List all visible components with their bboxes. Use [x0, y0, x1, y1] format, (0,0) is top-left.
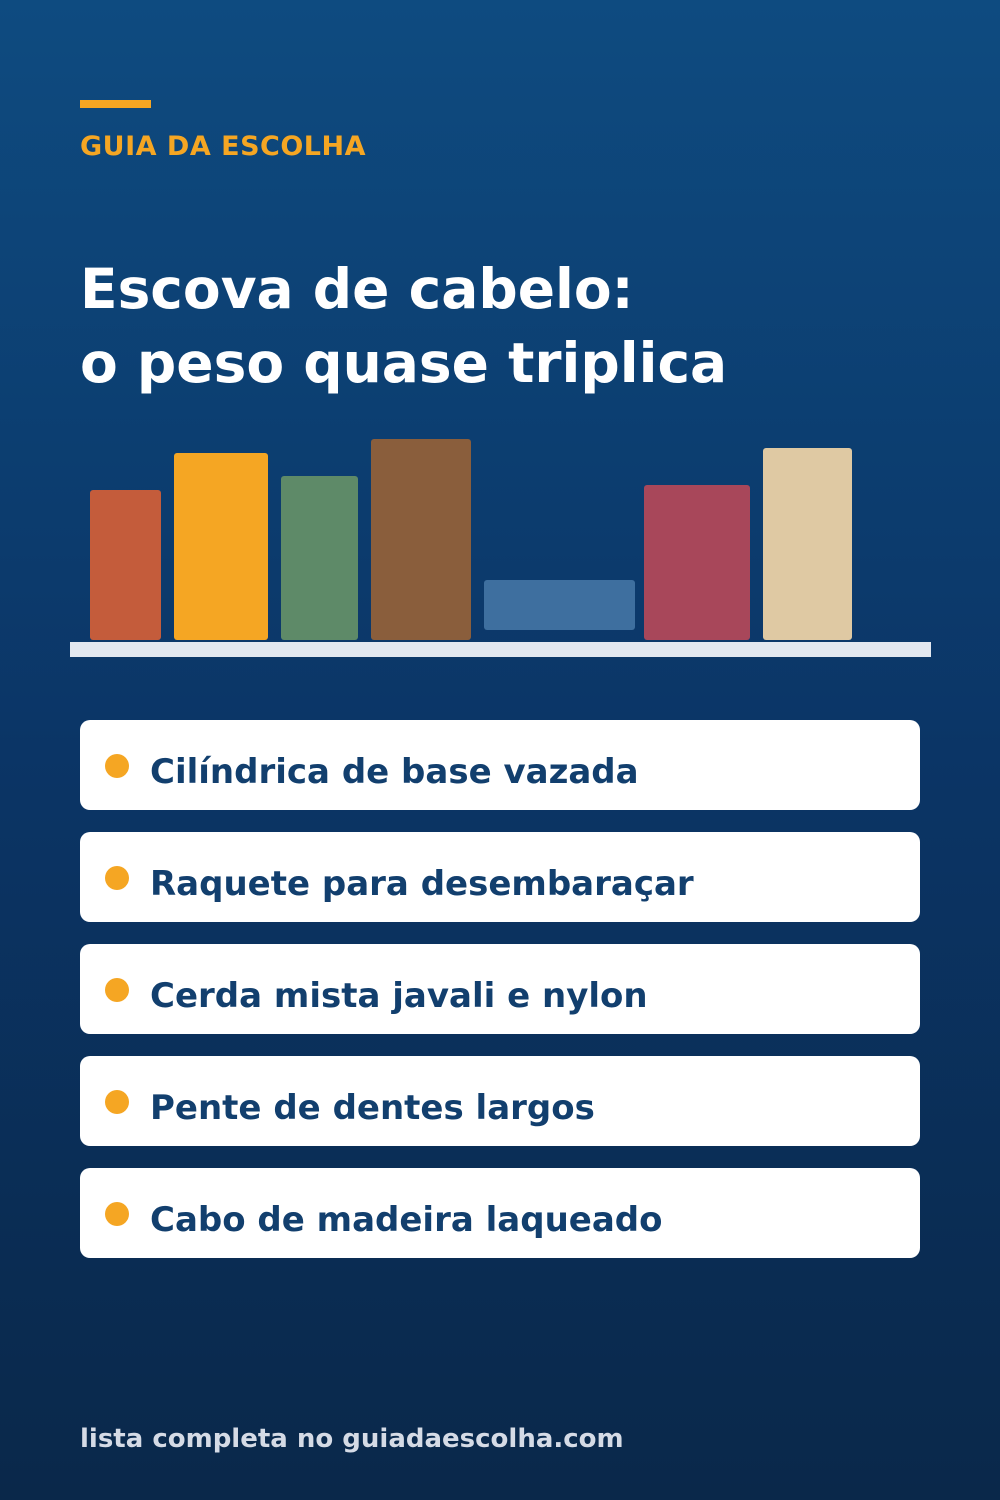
book-6	[644, 485, 750, 640]
list-item-label: Cabo de madeira laqueado	[150, 1200, 663, 1240]
page-title: Escova de cabelo: o peso quase triplica	[80, 252, 727, 400]
bullet-dot-icon	[105, 1202, 129, 1226]
page-title-line-2: o peso quase triplica	[80, 331, 728, 395]
list-item-label: Raquete para desembaraçar	[150, 864, 694, 904]
book-5-lying	[484, 580, 635, 630]
list-item: Raquete para desembaraçar	[80, 832, 920, 922]
book-4	[371, 439, 471, 640]
bullet-dot-icon	[105, 754, 129, 778]
page-title-line-1: Escova de cabelo:	[80, 257, 634, 321]
book-7	[763, 448, 852, 640]
book-3	[281, 476, 358, 640]
bullet-dot-icon	[105, 1090, 129, 1114]
list-item: Cerda mista javali e nylon	[80, 944, 920, 1034]
book-2	[174, 453, 268, 640]
list-item: Cilíndrica de base vazada	[80, 720, 920, 810]
list-item-label: Cilíndrica de base vazada	[150, 752, 639, 792]
eyebrow-label: GUIA DA ESCOLHA	[80, 131, 366, 162]
bullet-dot-icon	[105, 978, 129, 1002]
footer-link-text: lista completa no guiadaescolha.com	[80, 1424, 624, 1454]
shelf	[70, 642, 931, 657]
list-item: Cabo de madeira laqueado	[80, 1168, 920, 1258]
list-item-label: Cerda mista javali e nylon	[150, 976, 648, 1016]
bullet-dot-icon	[105, 866, 129, 890]
accent-rule	[80, 100, 151, 108]
list-item-label: Pente de dentes largos	[150, 1088, 595, 1128]
list-item: Pente de dentes largos	[80, 1056, 920, 1146]
feature-list: Cilíndrica de base vazada Raquete para d…	[80, 720, 920, 1280]
book-1	[90, 490, 161, 640]
